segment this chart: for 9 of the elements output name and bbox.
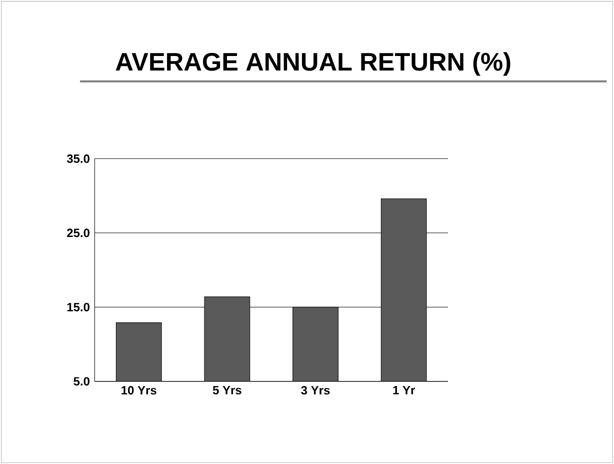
x-tick-label: 3 Yrs xyxy=(301,386,330,395)
x-tick-label: 1 Yr xyxy=(393,386,415,394)
chart-title: AVERAGE ANNUAL RETURN (%) xyxy=(116,52,510,76)
x-tick-label: 10 Yrs xyxy=(122,386,156,395)
y-tick-label: 35.0 xyxy=(66,154,90,163)
y-tick-label: 5.0 xyxy=(74,377,90,386)
y-tick-label: 25.0 xyxy=(67,228,90,238)
x-tick-label: 5 Yrs xyxy=(212,386,242,394)
y-tick-label: 15.0 xyxy=(67,302,90,312)
